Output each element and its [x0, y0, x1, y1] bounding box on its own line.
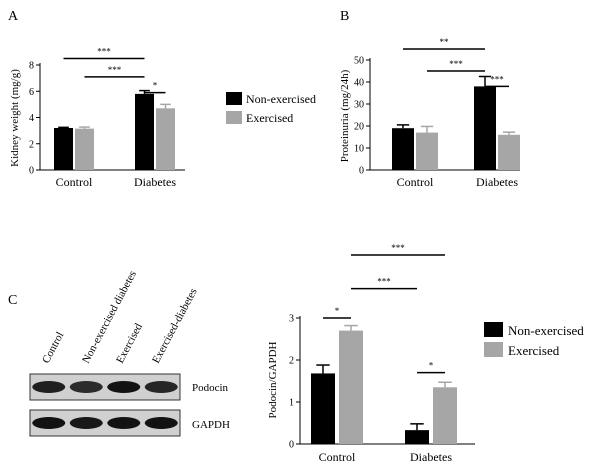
- blot-lane-labels: Control Non-exercised diabetes Exercised…: [40, 269, 200, 366]
- legend-ab-label-nonexercised: Non-exercised: [246, 92, 316, 106]
- y-tick-label: 2: [289, 356, 294, 367]
- y-axis-label: Kidney weight (mg/g): [9, 69, 21, 167]
- blot-lane-label: Control: [40, 330, 66, 365]
- y-axis-label: Podocin/GAPDH: [267, 341, 279, 418]
- y-tick-label: 4: [29, 113, 34, 124]
- bar: [311, 373, 335, 444]
- y-tick-label: 8: [29, 61, 34, 72]
- legend-c-swatch-nonexercised: [484, 322, 503, 337]
- blot-band: [144, 381, 178, 393]
- significance-label: ***: [490, 74, 504, 84]
- blot-strip-podocin: [29, 373, 181, 401]
- blot-lane-label: Exercised: [114, 321, 145, 365]
- y-tick-label: 3: [289, 314, 294, 325]
- y-tick-label: 50: [354, 56, 364, 67]
- chart-a-kidney-weight: 0 2 4 6 8 Kidney weight (mg/g) Control Diabetes…: [9, 46, 185, 189]
- bar: [433, 387, 457, 444]
- category-label: Diabetes: [476, 175, 518, 189]
- blot-lane-label: Exercised-diabetes: [150, 286, 200, 365]
- significance-label: ***: [108, 65, 122, 75]
- category-label: Diabetes: [410, 450, 452, 464]
- blot-band: [32, 417, 66, 429]
- legend-ab-swatch-exercised: [226, 111, 242, 124]
- y-tick-label: 6: [29, 87, 34, 98]
- category-label: Control: [319, 450, 356, 464]
- bar: [339, 330, 363, 444]
- bar: [498, 134, 520, 170]
- western-blot: Control Non-exercised diabetes Exercised…: [29, 269, 230, 437]
- significance-label: ***: [391, 243, 405, 253]
- panel-letter-a: A: [8, 9, 19, 24]
- significance-label: ***: [97, 46, 111, 56]
- bar: [75, 128, 94, 170]
- y-tick-label: 40: [354, 78, 364, 89]
- bar: [474, 86, 496, 170]
- bar: [135, 93, 154, 170]
- bar: [392, 128, 414, 170]
- significance-label: *: [153, 81, 158, 91]
- category-label: Diabetes: [134, 175, 176, 189]
- y-tick-label: 20: [354, 122, 364, 133]
- legend-ab: Non-exercised Exercised: [226, 92, 316, 125]
- legend-c-swatch-exercised: [484, 342, 503, 357]
- legend-c: Non-exercised Exercised: [484, 322, 584, 358]
- blot-band: [107, 381, 141, 393]
- category-label: Control: [397, 175, 434, 189]
- blot-band: [69, 417, 103, 429]
- blot-row-label-podocin: Podocin: [192, 382, 229, 394]
- bar: [405, 430, 429, 444]
- y-tick-label: 0: [289, 440, 294, 451]
- y-tick-label: 10: [354, 144, 364, 155]
- significance-label: **: [440, 37, 450, 47]
- bar: [416, 132, 438, 170]
- blot-row-label-gapdh: GAPDH: [192, 419, 230, 431]
- legend-c-label-exercised: Exercised: [508, 343, 560, 358]
- y-tick-label: 30: [354, 100, 364, 111]
- legend-ab-label-exercised: Exercised: [246, 111, 293, 125]
- significance-label: *: [335, 306, 340, 316]
- blot-band: [69, 381, 103, 393]
- significance-label: ***: [377, 277, 391, 287]
- y-tick-label: 0: [29, 166, 34, 177]
- blot-strip-gapdh: [29, 409, 181, 437]
- y-tick-label: 1: [289, 398, 294, 409]
- blot-band: [107, 417, 141, 429]
- blot-band: [32, 381, 66, 393]
- bar: [54, 128, 73, 170]
- category-label: Control: [56, 175, 93, 189]
- y-tick-label: 2: [29, 139, 34, 150]
- y-tick-label: 0: [359, 166, 364, 177]
- legend-c-label-nonexercised: Non-exercised: [508, 323, 584, 338]
- blot-band: [144, 417, 178, 429]
- panel-letter-b: B: [340, 9, 349, 24]
- bar: [156, 108, 175, 170]
- panel-letter-c: C: [8, 293, 17, 308]
- significance-label: ***: [449, 59, 463, 69]
- legend-ab-swatch-nonexercised: [226, 92, 242, 105]
- y-axis-label: Proteinuria (mg/24h): [339, 69, 351, 162]
- significance-label: *: [429, 361, 434, 371]
